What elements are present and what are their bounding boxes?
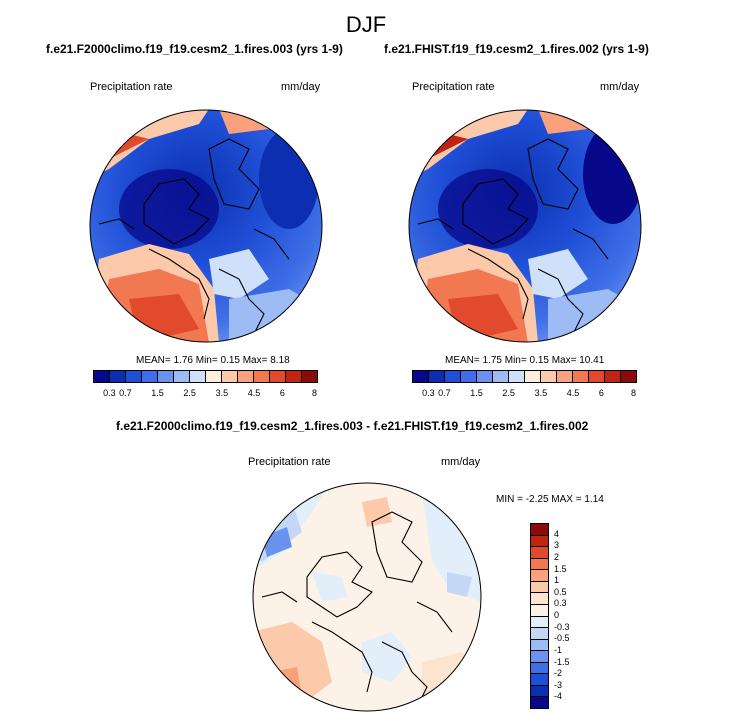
- colorbar-swatch: [589, 371, 605, 382]
- colorbar-swatch: [509, 371, 525, 382]
- colorbar-tick-label: 8: [312, 388, 318, 398]
- panel-diff-colorbar-ticks: 4 3 2 1.5 1 0.5 0.3 0 -0.3 -0.5 -1 -1.5 -2 -3 -4: [554, 523, 584, 709]
- colorbar-swatch: [286, 371, 302, 382]
- colorbar-swatch: [531, 558, 548, 571]
- colorbar-swatch: [531, 570, 548, 582]
- colorbar-swatch: [413, 371, 429, 382]
- colorbar-swatch: [531, 604, 548, 617]
- panel-right-units-label: mm/day: [600, 81, 640, 93]
- colorbar-swatch: [605, 371, 621, 382]
- panel-right-title: f.e21.FHIST.f19_f19.cesm2_1.fires.002 (y…: [384, 42, 649, 56]
- colorbar-swatch: [531, 593, 548, 605]
- panel-right-variable-label: Precipitation rate: [412, 81, 495, 93]
- colorbar-tick-label: 3.5: [215, 388, 229, 398]
- colorbar-tick-label: -0.3: [554, 621, 570, 632]
- colorbar-tick-label: -4: [554, 691, 563, 702]
- colorbar-swatch: [477, 371, 493, 382]
- colorbar-swatch: [238, 371, 254, 382]
- panel-diff-polar-map: [252, 482, 482, 712]
- colorbar-swatch: [190, 371, 206, 382]
- colorbar-swatch: [531, 547, 548, 559]
- colorbar-tick-label: 2: [554, 551, 560, 562]
- colorbar-swatch: [621, 371, 636, 382]
- colorbar-swatch: [531, 685, 548, 698]
- colorbar-tick-label: -3: [554, 679, 563, 690]
- panel-diff-units-label: mm/day: [441, 456, 481, 468]
- colorbar-tick-label: 3.5: [534, 388, 548, 398]
- colorbar-tick-label: -2: [554, 668, 563, 679]
- panel-right-colorbar-ticks: 0.3 0.7 1.5 2.5 3.5 4.5 6 8: [412, 388, 637, 400]
- colorbar-tick-label: 1: [554, 575, 560, 586]
- colorbar-swatch: [531, 581, 548, 594]
- panel-right-colorbar: [412, 370, 637, 383]
- colorbar-tick-label: 2.5: [502, 388, 515, 398]
- colorbar-swatch: [94, 371, 110, 382]
- panel-diff-title: f.e21.F2000climo.f19_f19.cesm2_1.fires.0…: [116, 419, 589, 433]
- colorbar-swatch: [493, 371, 509, 382]
- colorbar-swatch: [461, 371, 477, 382]
- colorbar-tick-label: 0.3: [103, 388, 116, 398]
- panel-left-colorbar-ticks: 0.3 0.7 1.5 2.5 3.5 4.5 6 8: [93, 388, 318, 400]
- colorbar-tick-label: 0.7: [438, 388, 451, 398]
- colorbar-tick-label: 8: [631, 388, 637, 398]
- colorbar-tick-label: 4.5: [247, 388, 261, 398]
- colorbar-swatch: [531, 674, 548, 686]
- colorbar-swatch: [573, 371, 589, 382]
- colorbar-tick-label: 6: [279, 388, 285, 398]
- colorbar-swatch: [302, 371, 317, 382]
- colorbar-swatch: [270, 371, 286, 382]
- colorbar-swatch: [531, 628, 548, 640]
- panel-diff-stats: MIN = -2.25 MAX = 1.14: [496, 494, 604, 505]
- panel-left-stats: MEAN= 1.76 Min= 0.15 Max= 8.18: [136, 355, 290, 366]
- panel-left-variable-label: Precipitation rate: [90, 81, 173, 93]
- colorbar-tick-label: 0.3: [554, 598, 567, 609]
- colorbar-tick-label: 6: [598, 388, 604, 398]
- colorbar-swatch: [222, 371, 238, 382]
- colorbar-tick-label: 2.5: [183, 388, 196, 398]
- panel-diff-variable-label: Precipitation rate: [248, 456, 331, 468]
- colorbar-swatch: [531, 651, 548, 663]
- panel-diff-colorbar: [530, 523, 549, 709]
- colorbar-tick-label: 0.5: [554, 586, 567, 597]
- colorbar-swatch: [531, 535, 548, 548]
- colorbar-swatch: [429, 371, 445, 382]
- panel-right-polar-map: [408, 109, 642, 343]
- colorbar-tick-label: 3: [554, 540, 560, 551]
- colorbar-swatch: [557, 371, 573, 382]
- colorbar-swatch: [531, 662, 548, 675]
- colorbar-tick-label: 1.5: [151, 388, 164, 398]
- colorbar-swatch: [158, 371, 174, 382]
- colorbar-swatch: [531, 524, 548, 536]
- colorbar-swatch: [110, 371, 126, 382]
- colorbar-swatch: [254, 371, 270, 382]
- panel-left-polar-map: [89, 109, 323, 343]
- colorbar-swatch: [445, 371, 461, 382]
- panel-right-stats: MEAN= 1.75 Min= 0.15 Max= 10.41: [445, 355, 605, 366]
- colorbar-swatch: [525, 371, 541, 382]
- season-title: DJF: [345, 12, 387, 37]
- colorbar-swatch: [206, 371, 222, 382]
- colorbar-swatch: [541, 371, 557, 382]
- colorbar-swatch: [531, 616, 548, 629]
- colorbar-tick-label: 0: [554, 610, 560, 620]
- panel-left-colorbar: [93, 370, 318, 383]
- colorbar-swatch: [531, 639, 548, 652]
- colorbar-tick-label: -1: [554, 644, 563, 655]
- colorbar-tick-label: 4.5: [566, 388, 580, 398]
- colorbar-tick-label: 1.5: [470, 388, 483, 398]
- colorbar-swatch: [174, 371, 190, 382]
- colorbar-tick-label: 4: [554, 528, 560, 539]
- colorbar-swatch: [126, 371, 142, 382]
- panel-left-units-label: mm/day: [281, 81, 321, 93]
- colorbar-tick-label: -1.5: [554, 656, 570, 667]
- colorbar-tick-label: 0.3: [422, 388, 435, 398]
- colorbar-tick-label: 0.7: [119, 388, 132, 398]
- colorbar-tick-label: -0.5: [554, 633, 570, 644]
- panel-left-title: f.e21.F2000climo.f19_f19.cesm2_1.fires.0…: [46, 42, 343, 56]
- colorbar-swatch: [142, 371, 158, 382]
- colorbar-tick-label: 1.5: [554, 563, 567, 574]
- colorbar-swatch: [531, 697, 548, 708]
